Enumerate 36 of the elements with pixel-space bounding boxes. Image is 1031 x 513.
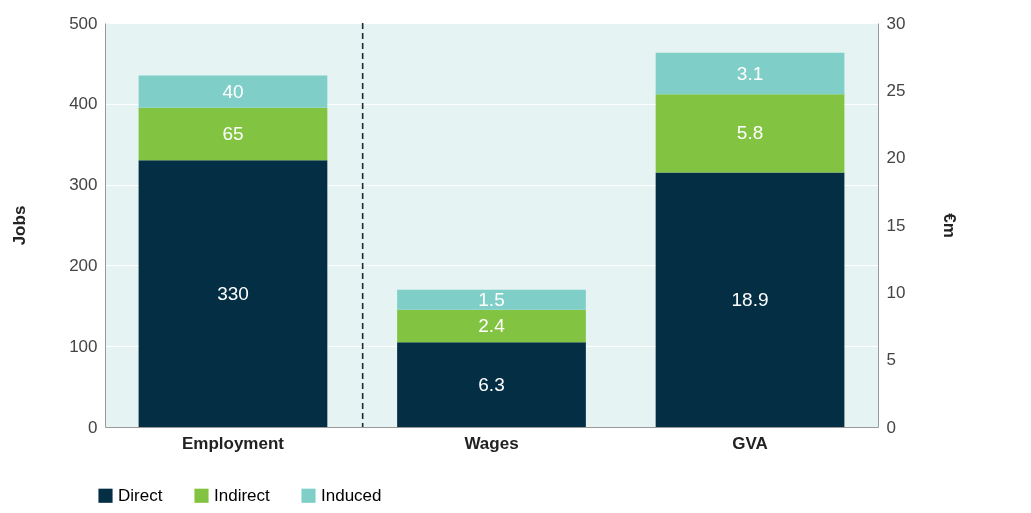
y2-tick-label: 30 — [886, 13, 906, 33]
y2-tick-label: 10 — [886, 282, 906, 302]
bar — [655, 172, 845, 427]
data-label: 5.8 — [736, 122, 764, 144]
y-axis-title: Jobs — [10, 205, 30, 246]
bar — [655, 94, 845, 173]
legend-label: Induced — [321, 485, 382, 505]
data-label: 6.3 — [478, 373, 505, 395]
y-tick-label: 300 — [69, 175, 98, 195]
y2-axis-title: €m — [940, 213, 960, 238]
y-tick-label: 500 — [69, 13, 98, 33]
bar — [397, 342, 586, 427]
bar — [655, 52, 845, 95]
y-tick-label: 400 — [69, 94, 98, 114]
legend-label: Indirect — [214, 485, 271, 505]
bar — [397, 309, 586, 343]
data-label: 3.1 — [736, 62, 764, 84]
x-tick-label: Wages — [464, 433, 519, 453]
y2-tick-label: 0 — [886, 417, 896, 437]
y2-tick-label: 20 — [886, 148, 906, 168]
y-tick-label: 100 — [69, 336, 98, 356]
legend-label: Direct — [118, 485, 163, 505]
x-tick-label: Employment — [181, 433, 285, 453]
y-tick-label: 0 — [88, 417, 98, 437]
data-label: 18.9 — [731, 288, 769, 310]
y2-tick-label: 25 — [886, 80, 906, 100]
y2-tick-label: 15 — [886, 215, 906, 235]
data-label: 1.5 — [478, 288, 505, 310]
data-label: 65 — [222, 123, 244, 145]
y2-tick-label: 5 — [886, 350, 896, 370]
x-tick-label: GVA — [732, 433, 768, 453]
data-label: 2.4 — [478, 315, 506, 336]
bar — [397, 289, 586, 310]
data-label: 330 — [217, 282, 249, 304]
data-label: 40 — [222, 80, 244, 102]
y-tick-label: 200 — [69, 255, 98, 275]
